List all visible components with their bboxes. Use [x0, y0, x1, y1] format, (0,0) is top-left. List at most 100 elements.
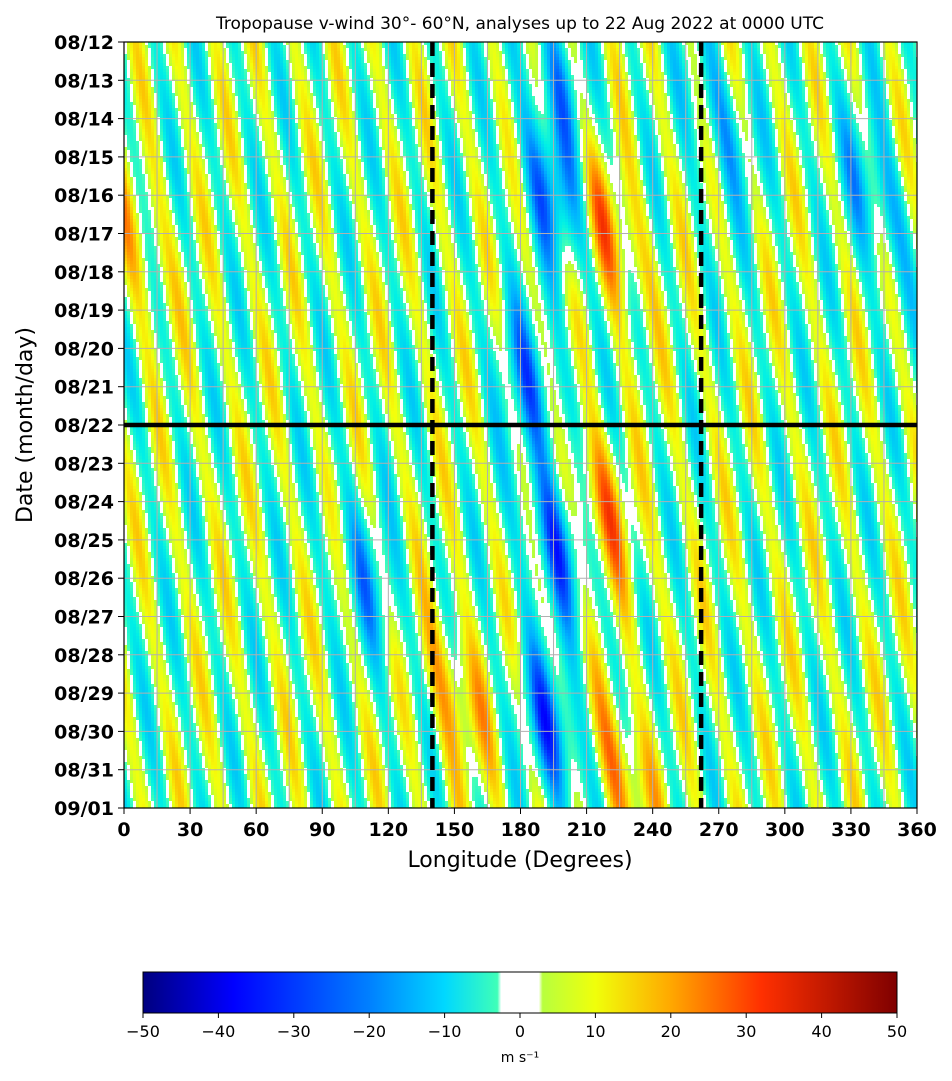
field-cell [334, 69, 337, 72]
field-cell [670, 69, 673, 72]
field-cell [871, 51, 874, 54]
field-cell [205, 51, 208, 54]
field-cell [475, 75, 478, 78]
field-cell [277, 63, 280, 66]
field-cell [427, 57, 430, 60]
field-cell [889, 66, 892, 69]
field-cell [583, 54, 586, 57]
field-cell [682, 60, 685, 63]
field-cell [307, 54, 310, 57]
field-cell [262, 48, 265, 51]
field-cell [757, 63, 760, 66]
field-cell [667, 72, 670, 75]
field-cell [274, 57, 277, 60]
field-cell [199, 51, 202, 54]
field-cell [358, 45, 361, 48]
field-cell [232, 72, 235, 75]
field-cell [343, 57, 346, 60]
field-cell [787, 63, 790, 66]
field-cell [547, 60, 550, 63]
field-cell [883, 57, 886, 60]
field-cell [403, 72, 406, 75]
field-cell [292, 72, 295, 75]
field-cell [181, 72, 184, 75]
field-cell [607, 66, 610, 69]
field-cell [550, 57, 553, 60]
field-cell [448, 51, 451, 54]
field-cell [358, 54, 361, 57]
field-cell [187, 60, 190, 63]
field-cell [793, 69, 796, 72]
field-cell [874, 51, 877, 54]
field-cell [133, 75, 136, 78]
field-cell [865, 51, 868, 54]
field-cell [349, 54, 352, 57]
field-cell [706, 72, 709, 75]
field-cell [640, 69, 643, 72]
field-cell [340, 69, 343, 72]
field-cell [913, 60, 916, 63]
field-cell [172, 63, 175, 66]
field-cell [376, 48, 379, 51]
field-cell [277, 75, 280, 78]
field-cell [709, 69, 712, 72]
field-cell [865, 57, 868, 60]
field-cell [466, 57, 469, 60]
field-cell [673, 51, 676, 54]
field-cell [217, 57, 220, 60]
field-cell [496, 51, 499, 54]
field-cell [493, 45, 496, 48]
field-cell [394, 69, 397, 72]
field-cell [400, 75, 403, 78]
field-cell [352, 51, 355, 54]
field-cell [856, 57, 859, 60]
field-cell [640, 72, 643, 75]
field-cell [280, 63, 283, 66]
field-cell [514, 75, 517, 78]
field-cell [358, 48, 361, 51]
field-cell [874, 66, 877, 69]
field-cell [481, 63, 484, 66]
field-cell [733, 48, 736, 51]
field-cell [340, 66, 343, 69]
field-cell [472, 72, 475, 75]
field-cell [463, 45, 466, 48]
field-cell [394, 45, 397, 48]
field-cell [259, 66, 262, 69]
field-cell [481, 48, 484, 51]
field-cell [400, 72, 403, 75]
field-cell [694, 60, 697, 63]
field-cell [778, 72, 781, 75]
field-cell [808, 69, 811, 72]
field-cell [589, 57, 592, 60]
field-cell [664, 45, 667, 48]
field-cell [385, 66, 388, 69]
field-cell [175, 75, 178, 78]
field-cell [547, 69, 550, 72]
field-cell [382, 75, 385, 78]
field-cell [907, 54, 910, 57]
field-cell [247, 48, 250, 51]
field-cell [835, 51, 838, 54]
field-cell [175, 63, 178, 66]
field-cell [211, 72, 214, 75]
field-cell [583, 69, 586, 72]
field-cell [589, 66, 592, 69]
field-cell [280, 57, 283, 60]
field-cell [331, 66, 334, 69]
field-cell [898, 72, 901, 75]
field-cell [283, 66, 286, 69]
field-cell [274, 69, 277, 72]
field-cell [187, 51, 190, 54]
field-cell [802, 48, 805, 51]
field-cell [601, 57, 604, 60]
field-cell [613, 51, 616, 54]
field-cell [676, 48, 679, 51]
field-cell [682, 72, 685, 75]
field-cell [667, 66, 670, 69]
field-cell [331, 72, 334, 75]
field-cell [646, 48, 649, 51]
field-cell [304, 51, 307, 54]
field-cell [523, 60, 526, 63]
field-cell [331, 48, 334, 51]
